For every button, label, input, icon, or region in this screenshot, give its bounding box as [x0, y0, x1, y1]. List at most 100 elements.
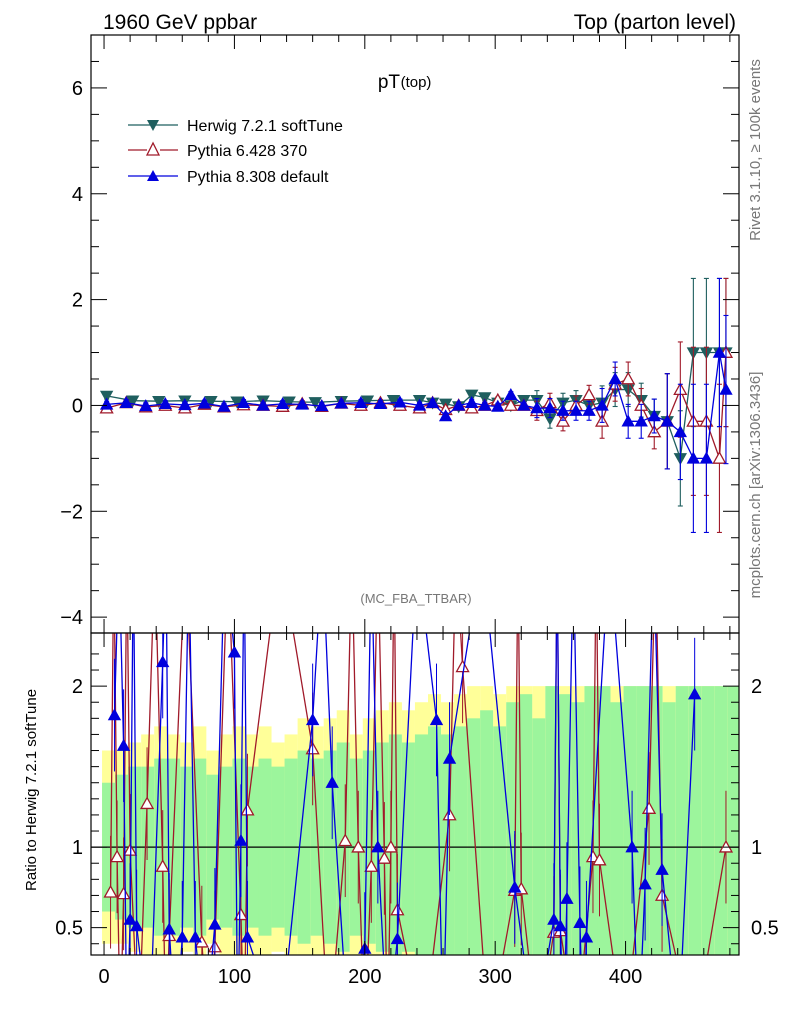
data-point-pythia8	[158, 397, 172, 410]
x-tick-label: 200	[348, 966, 381, 988]
ratio-point-pythia6	[455, 659, 470, 673]
y-tick-label: 6	[72, 78, 83, 100]
series-pythia8	[99, 277, 733, 534]
data-point-herwig	[308, 397, 322, 410]
data-point-pythia6	[503, 398, 518, 411]
ratio-panel-frame	[90, 632, 740, 956]
x-tick-label: 400	[609, 966, 642, 988]
band-inner-bin	[727, 686, 739, 955]
process-label: Top (parton level)	[574, 11, 736, 34]
legend-entry-pythia6: Pythia 6.428 370	[128, 141, 307, 160]
ratio-point-pythia8	[547, 912, 561, 925]
ratio-point-pythia8	[553, 919, 568, 932]
data-point-pythia8	[478, 398, 492, 411]
mcplots-label: mcplots.cern.ch [arXiv:1306.3436]	[747, 372, 764, 599]
data-point-pythia8	[354, 395, 368, 408]
data-point-pythia8	[334, 396, 349, 409]
data-point-pythia8	[660, 414, 674, 427]
ratio-point-pythia8	[579, 930, 594, 943]
y-tick-label: 4	[72, 184, 83, 206]
data-point-pythia8	[236, 395, 251, 408]
ratio-point-pythia6	[718, 839, 734, 853]
data-point-pythia8	[712, 345, 727, 358]
band-inner-bin	[414, 734, 428, 955]
data-point-pythia8	[451, 398, 466, 411]
ratio-point-pythia8	[638, 877, 652, 890]
data-point-pythia8	[582, 403, 596, 416]
band-inner-bin	[701, 686, 715, 955]
ratio-point-pythia8	[234, 833, 248, 846]
legend-entry-herwig: Herwig 7.2.1 softTune	[128, 118, 343, 135]
data-point-pythia8	[556, 403, 570, 416]
data-point-herwig	[204, 396, 218, 409]
legend-label-pythia8: Pythia 8.308 default	[187, 169, 329, 186]
x-tick-label: 0	[98, 966, 109, 988]
ratio-point-pythia6	[116, 886, 131, 900]
energy-label: 1960 GeV ppbar	[103, 11, 257, 34]
ratio-point-pythia8	[129, 919, 144, 932]
ratio-point-pythia8	[240, 930, 255, 943]
band-inner-bin	[597, 686, 611, 955]
data-point-pythia8	[569, 403, 583, 416]
data-point-pythia8	[119, 395, 133, 408]
ratio-point-pythia8	[573, 915, 587, 928]
ratio-y-tick-label: 0.5	[55, 918, 83, 940]
ratio-point-pythia8	[442, 751, 457, 764]
data-point-herwig	[465, 389, 479, 402]
data-point-pythia8	[621, 414, 635, 427]
ratio-y-tick-label: 1	[72, 837, 83, 859]
data-point-pythia8	[217, 399, 231, 412]
ratio-point-pythia8	[429, 713, 444, 726]
x-tick-label: 100	[218, 966, 251, 988]
ratio-point-pythia6	[240, 802, 255, 816]
y-tick-label: −4	[60, 607, 83, 629]
ratio-point-pythia8	[655, 862, 669, 875]
ratio-point-pythia6	[139, 796, 155, 810]
y-tick-label: 2	[72, 290, 83, 312]
data-point-pythia8	[504, 388, 518, 401]
ratio-point-pythia8	[371, 840, 385, 853]
ratio-point-pythia6	[103, 884, 118, 898]
legend-label-herwig: Herwig 7.2.1 softTune	[187, 118, 343, 135]
ratio-y-tick-label-right: 1	[751, 837, 762, 859]
ratio-point-pythia6	[155, 859, 170, 872]
legend-marker-pythia8	[147, 170, 159, 181]
legend-marker-pythia6	[145, 141, 161, 156]
band-inner-bin	[610, 702, 624, 955]
ratio-point-pythia8	[560, 891, 574, 904]
data-point-pythia8	[719, 382, 733, 395]
rivet-label: Rivet 3.1.10, ≥ 100k events	[747, 59, 764, 241]
data-point-pythia8	[373, 397, 388, 410]
ratio-point-pythia8	[107, 708, 122, 721]
data-point-pythia8	[393, 395, 407, 408]
ratio-point-pythia6	[233, 907, 249, 921]
data-point-pythia8	[139, 399, 153, 412]
data-point-pythia8	[517, 398, 531, 411]
data-point-herwig	[99, 390, 114, 403]
x-tick-label: 300	[478, 966, 511, 988]
data-point-pythia8	[530, 401, 544, 414]
data-point-pythia8	[256, 398, 270, 411]
ratio-point-pythia6	[377, 851, 392, 864]
data-point-pythia8	[465, 395, 479, 408]
ratio-point-pythia6	[383, 839, 398, 853]
band-inner-bin	[662, 702, 676, 955]
data-point-pythia6	[712, 451, 727, 464]
ratio-point-pythia6	[364, 859, 379, 872]
legend-label-pythia6: Pythia 6.428 370	[187, 143, 307, 160]
legend-marker-herwig	[147, 120, 159, 131]
plot-title: pT	[378, 72, 401, 93]
ratio-point-pythia6	[351, 839, 366, 853]
data-point-pythia8	[197, 396, 212, 409]
data-point-pythia8	[438, 409, 453, 422]
ratio-point-pythia8	[116, 738, 131, 751]
ratio-point-pythia6	[641, 801, 657, 814]
data-point-pythia8	[608, 372, 622, 385]
ratio-point-pythia8	[156, 655, 170, 668]
plot-title-sub: (top)	[401, 74, 432, 91]
ratio-ylabel: Ratio to Herwig 7.2.1 softTune	[23, 689, 40, 891]
ratio-point-pythia8	[625, 840, 639, 853]
data-point-herwig	[152, 396, 166, 409]
ratio-point-pythia8	[305, 713, 320, 726]
data-point-herwig	[386, 394, 401, 407]
